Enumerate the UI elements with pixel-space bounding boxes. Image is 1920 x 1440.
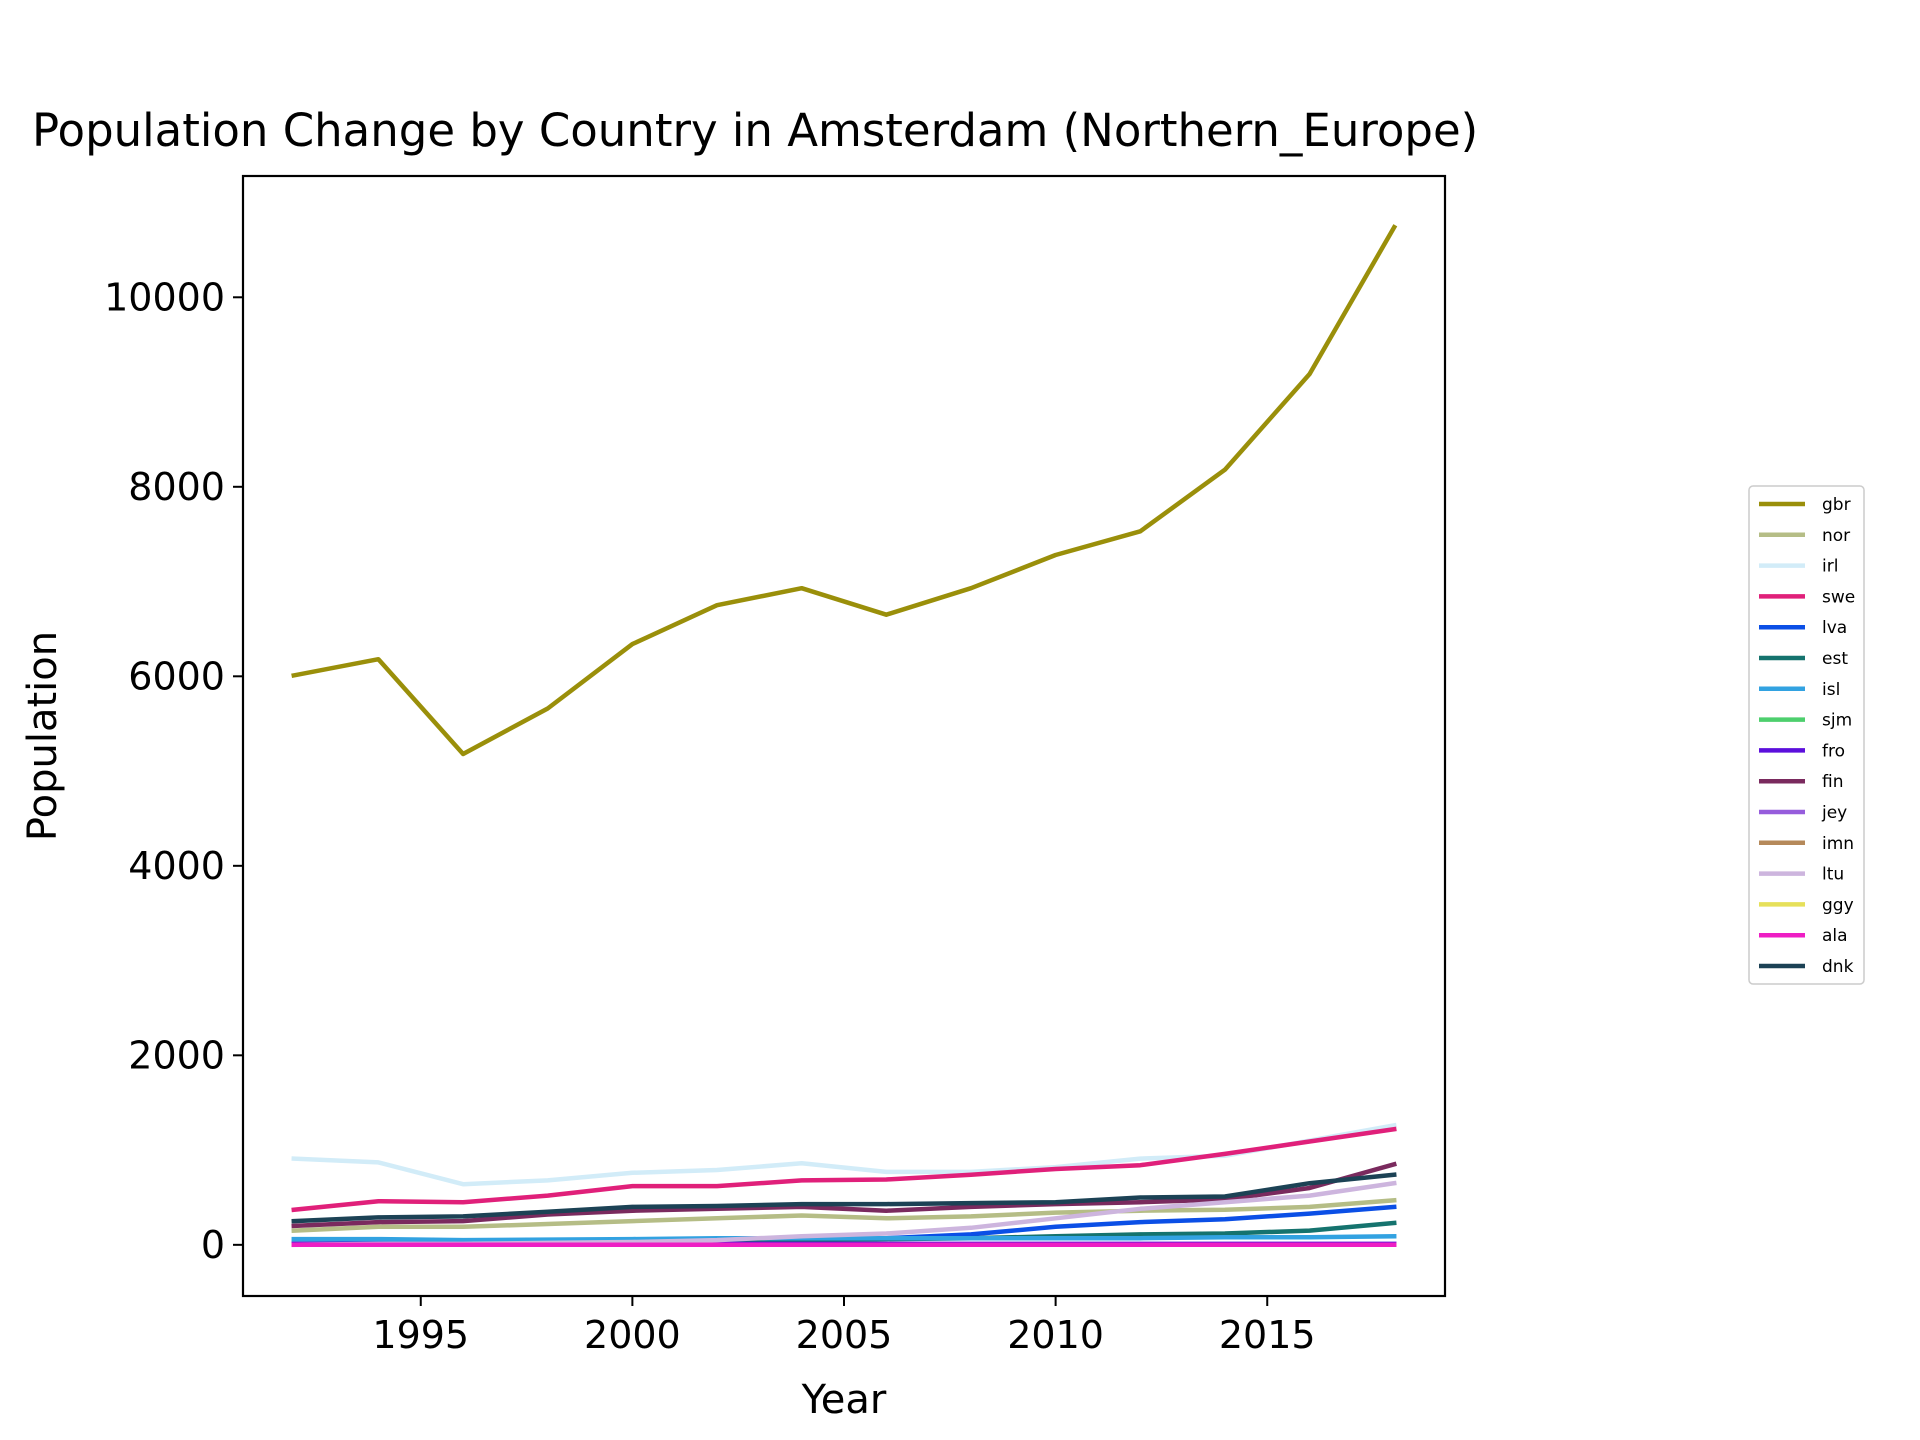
x-tick-label: 2000 xyxy=(584,1313,681,1357)
legend-label-imn: imn xyxy=(1822,834,1854,854)
x-axis-ticks: 1995 2000 2005 2010 2015 xyxy=(372,1296,1316,1357)
legend-label-fin: fin xyxy=(1822,772,1843,792)
series-line-fin xyxy=(291,1161,1397,1229)
y-tick-label: 0 xyxy=(201,1223,225,1267)
legend-label-ggy: ggy xyxy=(1822,895,1854,915)
legend-label-sjm: sjm xyxy=(1822,711,1852,731)
y-axis-label: Population xyxy=(20,631,66,841)
series-line-isl xyxy=(291,1234,1397,1243)
series-line-swe xyxy=(291,1126,1397,1213)
legend-label-jey: jey xyxy=(1821,803,1847,823)
plot-lines xyxy=(291,224,1398,1248)
legend-label-lva: lva xyxy=(1822,618,1847,638)
series-line-dnk xyxy=(291,1172,1397,1224)
x-tick-label: 2005 xyxy=(796,1313,893,1357)
y-tick-label: 8000 xyxy=(128,465,225,509)
legend-label-gbr: gbr xyxy=(1822,495,1851,515)
plot-frame xyxy=(241,174,1447,1298)
x-tick-label: 2010 xyxy=(1007,1313,1104,1357)
legend-label-swe: swe xyxy=(1822,587,1855,607)
legend-label-ltu: ltu xyxy=(1822,865,1844,885)
series-line-gbr xyxy=(291,224,1398,757)
legend-label-irl: irl xyxy=(1822,557,1838,577)
legend-label-ala: ala xyxy=(1822,926,1848,946)
x-tick-label: 2015 xyxy=(1219,1313,1316,1357)
x-tick-label: 1995 xyxy=(372,1313,469,1357)
legend-items: gbr nor irl swe lva est isl sjm fro fin jey imn ltu g… xyxy=(1759,495,1855,977)
y-tick-label: 6000 xyxy=(128,654,225,698)
legend-frame xyxy=(1748,485,1865,985)
y-tick-label: 10000 xyxy=(104,275,225,319)
y-axis-ticks: 0 2000 4000 6000 8000 10000 xyxy=(104,275,243,1267)
legend-label-isl: isl xyxy=(1822,680,1840,700)
y-tick-label: 2000 xyxy=(128,1033,225,1077)
legend-label-fro: fro xyxy=(1822,741,1845,761)
chart-title: Population Change by Country in Amsterda… xyxy=(32,104,1478,157)
y-tick-label: 4000 xyxy=(128,844,225,888)
legend-label-nor: nor xyxy=(1822,526,1850,546)
series-line-nor xyxy=(291,1197,1397,1233)
legend: gbr nor irl swe lva est isl sjm fro fin jey imn ltu g… xyxy=(1748,485,1865,985)
x-axis-label: Year xyxy=(801,1377,887,1423)
legend-label-dnk: dnk xyxy=(1822,957,1854,977)
legend-label-est: est xyxy=(1822,649,1848,669)
